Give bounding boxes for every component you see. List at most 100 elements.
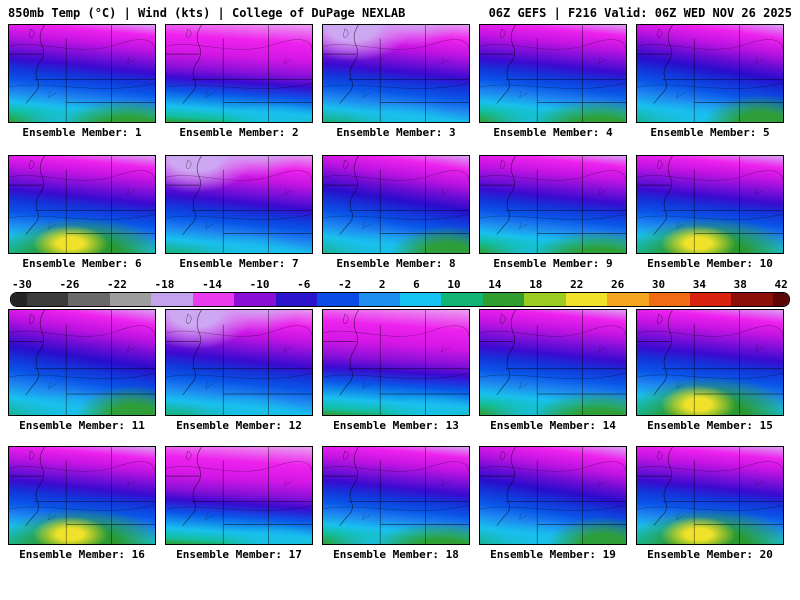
contour-line xyxy=(166,39,312,51)
island xyxy=(500,28,506,38)
coastline xyxy=(339,447,359,526)
island xyxy=(29,159,35,169)
contour-line xyxy=(637,504,783,511)
contour-line xyxy=(323,372,469,380)
colorbar-segment xyxy=(27,293,69,306)
colorbar-segment xyxy=(690,293,732,306)
wind-barb xyxy=(755,478,764,487)
map-borders-overlay xyxy=(166,447,312,544)
ensemble-member-label: Ensemble Member: 5 xyxy=(650,126,770,139)
wind-barb xyxy=(441,478,450,487)
ensemble-map-4 xyxy=(479,24,627,123)
wind-barb xyxy=(48,90,57,98)
ensemble-member-label: Ensemble Member: 20 xyxy=(647,548,773,561)
ensemble-map-7 xyxy=(165,155,313,254)
wind-barb xyxy=(48,381,57,390)
colorbar-segment xyxy=(524,293,566,306)
colorbar-tick-labels: -30 -26 -22 -18 -14 -10 -6 -2 2 6 10 14 … xyxy=(10,278,790,292)
ensemble-member-label: Ensemble Member: 19 xyxy=(490,548,616,561)
wind-barb xyxy=(205,221,214,229)
contour-line xyxy=(323,504,469,511)
contour-line xyxy=(166,504,312,511)
colorbar-gradient-bar xyxy=(10,292,790,307)
contour-line xyxy=(480,39,626,51)
ensemble-member-label: Ensemble Member: 14 xyxy=(490,419,616,432)
colorbar-segment xyxy=(482,293,525,306)
island xyxy=(500,159,506,169)
map-borders-overlay xyxy=(166,25,312,122)
wind-barb xyxy=(676,381,685,390)
wind-barb xyxy=(519,221,528,229)
contour-line xyxy=(166,372,312,380)
colorbar-tick: 10 xyxy=(447,278,461,291)
contour-line xyxy=(323,82,469,89)
colorbar-tick: -30 xyxy=(12,278,32,291)
island xyxy=(29,28,35,38)
ensemble-member-label: Ensemble Member: 8 xyxy=(336,257,456,270)
colorbar-tick: 18 xyxy=(529,278,543,291)
contour-line xyxy=(166,170,312,182)
contour-line xyxy=(323,325,469,338)
colorbar-tick: -26 xyxy=(59,278,80,291)
coastline xyxy=(653,156,673,235)
contour-line xyxy=(637,325,783,338)
wind-barb xyxy=(676,221,685,229)
map-borders-overlay xyxy=(9,310,155,415)
coastline xyxy=(496,310,516,396)
ensemble-map-8 xyxy=(322,155,470,254)
coastline xyxy=(182,156,202,235)
ensemble-map-18 xyxy=(322,446,470,545)
colorbar-tick: 38 xyxy=(733,278,747,291)
wind-barb xyxy=(598,56,607,65)
island xyxy=(186,313,192,324)
coastline xyxy=(182,25,202,104)
island xyxy=(657,313,663,324)
colorbar-segment xyxy=(358,293,400,306)
wind-barb xyxy=(127,187,136,196)
wind-barb xyxy=(284,56,293,65)
wind-barb xyxy=(755,187,764,196)
colorbar-tick: 30 xyxy=(651,278,666,291)
map-borders-overlay xyxy=(323,447,469,544)
wind-barb xyxy=(676,512,685,520)
colorbar-segment xyxy=(109,293,152,306)
colorbar-segment xyxy=(151,293,193,306)
colorbar-segment xyxy=(192,293,235,306)
island xyxy=(186,450,192,460)
ensemble-map-2 xyxy=(165,24,313,123)
contour-line xyxy=(637,170,783,182)
coastline xyxy=(653,447,673,526)
coastline xyxy=(182,310,202,396)
colorbar-tick: 2 xyxy=(378,278,386,291)
wind-barb xyxy=(127,56,136,65)
ensemble-map-5 xyxy=(636,24,784,123)
wind-barb xyxy=(598,187,607,196)
wind-barb xyxy=(205,381,214,390)
contour-line xyxy=(166,461,312,473)
wind-barb xyxy=(205,512,214,520)
map-borders-overlay xyxy=(637,25,783,122)
map-borders-overlay xyxy=(480,156,626,253)
ensemble-member-label: Ensemble Member: 15 xyxy=(647,419,773,432)
map-borders-overlay xyxy=(480,310,626,415)
ensemble-member-label: Ensemble Member: 1 xyxy=(22,126,142,139)
ensemble-map-20 xyxy=(636,446,784,545)
island xyxy=(500,313,506,324)
ensemble-map-16 xyxy=(8,446,156,545)
ensemble-map-10 xyxy=(636,155,784,254)
island xyxy=(29,313,35,324)
wind-barb xyxy=(127,478,136,487)
ensemble-map-19 xyxy=(479,446,627,545)
ensemble-member-label: Ensemble Member: 12 xyxy=(176,419,302,432)
colorbar-segment xyxy=(317,293,359,306)
wind-barb xyxy=(519,512,528,520)
colorbar-segment xyxy=(399,293,442,306)
coastline xyxy=(496,25,516,104)
contour-line xyxy=(480,170,626,182)
ensemble-map-15 xyxy=(636,309,784,416)
wind-barb xyxy=(441,56,450,65)
ensemble-row-1: Ensemble Member: 1 Ensemble Member: 2 En… xyxy=(0,24,800,139)
wind-barb xyxy=(519,90,528,98)
colorbar-segment xyxy=(648,293,690,306)
map-borders-overlay xyxy=(637,310,783,415)
